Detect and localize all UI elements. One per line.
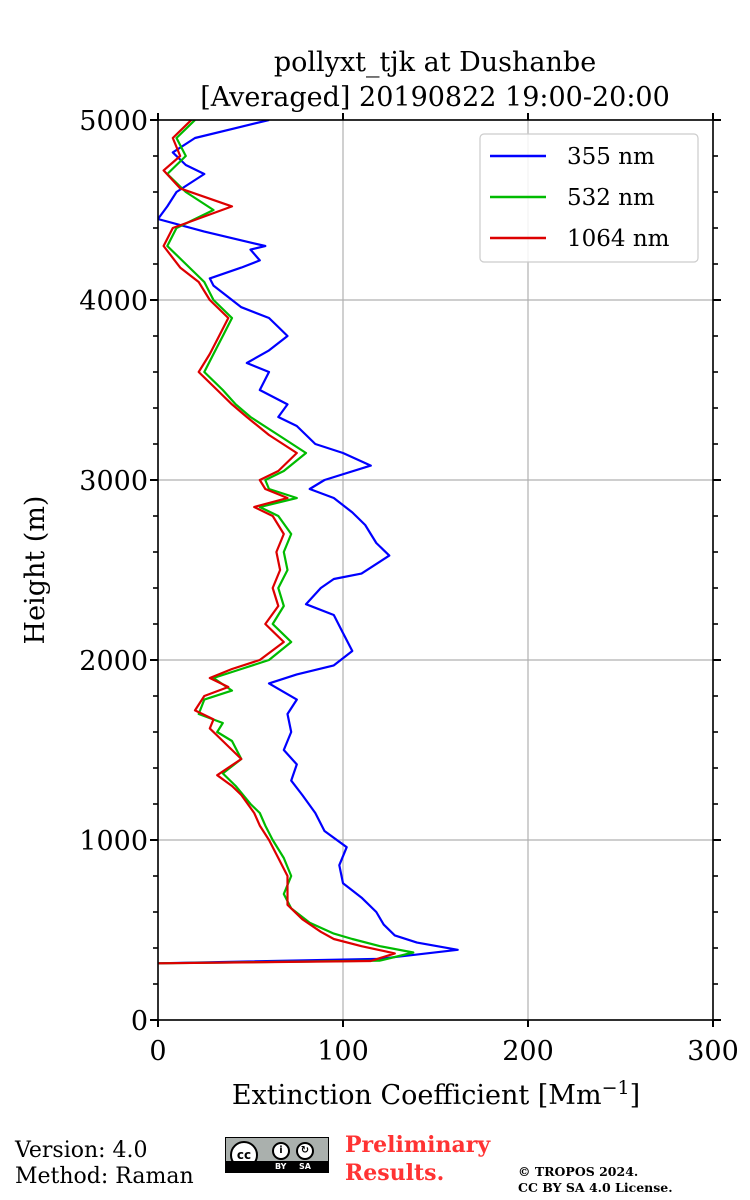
chart-title-line2: [Averaged] 20190822 19:00-20:00 [200,82,670,113]
x-tick-label: 100 [317,1036,369,1067]
x-tick-label: 0 [149,1036,166,1067]
legend: 355 nm 532 nm 1064 nm [479,133,699,263]
copyright-line1: © TROPOS 2024. [518,1164,639,1179]
preliminary-line1: Preliminary [345,1132,491,1158]
y-tick-label: 1000 [79,826,148,857]
series-line-532-nm [158,120,415,965]
y-axis-label: Height (m) [20,496,51,645]
legend-label: 1064 nm [567,226,670,252]
x-axis-label: Extinction Coefficient [Mm−1] [232,1077,640,1111]
legend-box [479,133,699,263]
y-tick-label: 0 [131,1006,148,1037]
x-tick-label: 300 [687,1036,739,1067]
y-tick-label: 2000 [79,646,148,677]
y-tick-label: 5000 [79,106,148,137]
cc-license-badge: cc i ↻ BY SA [225,1137,329,1173]
cc-sa-label: SA [299,1162,311,1171]
series-line-1064-nm [158,120,396,965]
version-text: Version: 4.0 [15,1138,148,1163]
footer-info: Version: 4.0 Method: Raman [15,1138,194,1190]
legend-label: 532 nm [567,185,655,211]
y-tick-label: 3000 [79,466,148,497]
legend-label: 355 nm [567,144,655,170]
copyright-notice: © TROPOS 2024. CC BY SA 4.0 License. [518,1164,673,1196]
plot-frame [157,119,714,1021]
sa-share-icon: ↻ [296,1142,314,1160]
chart-title-line1: pollyxt_tjk at Dushanbe [274,47,596,78]
x-tick-label: 200 [502,1036,554,1067]
y-tick-label: 4000 [79,286,148,317]
by-person-icon: i [272,1142,290,1160]
preliminary-line2: Results. [345,1160,445,1186]
cc-by-label: BY [275,1162,287,1171]
cc-badge-band [226,1161,328,1172]
copyright-line2: CC BY SA 4.0 License. [518,1180,673,1195]
series-line-355-nm [158,120,459,965]
preliminary-results-note: Preliminary Results. [345,1131,490,1187]
method-text: Method: Raman [15,1164,194,1189]
